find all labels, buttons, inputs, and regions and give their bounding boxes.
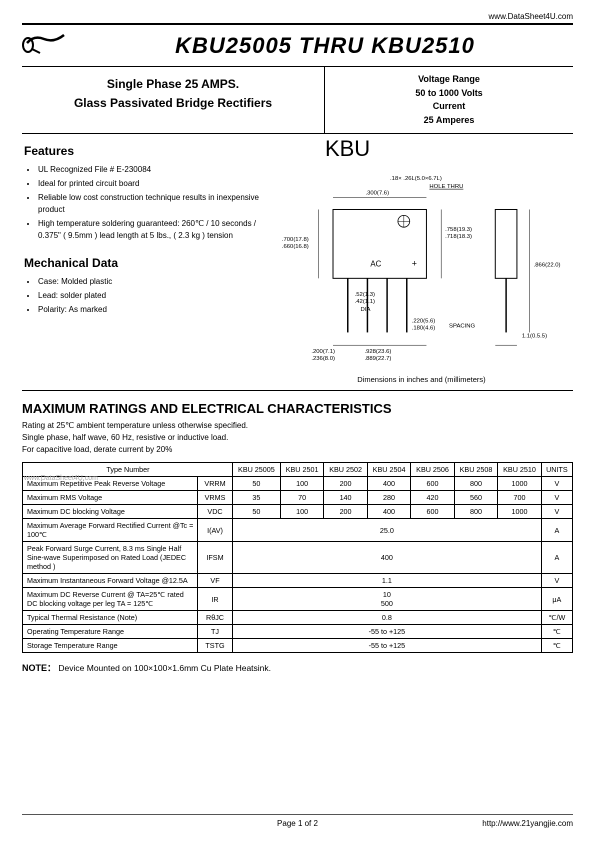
feature-item: UL Recognized File # E-230084 — [38, 164, 262, 176]
page-number: Page 1 of 2 — [22, 819, 573, 828]
logo — [22, 29, 77, 62]
feature-item: Reliable low cost construction technique… — [38, 192, 262, 216]
col-header: KBU 2510 — [498, 463, 541, 477]
mech-list: Case: Molded plastic Lead: solder plated… — [22, 276, 262, 316]
watermark: www.DataSheet4U.com — [24, 475, 98, 482]
svg-text:DIA: DIA — [360, 307, 370, 313]
spec-right: Voltage Range 50 to 1000 Volts Current 2… — [325, 67, 573, 133]
diagram-caption: Dimensions in inches and (millimeters) — [274, 375, 569, 384]
package-diagram: .18× .26L(5.0×6.7L) HOLE THRU .300(7.6) … — [274, 166, 569, 371]
ratings-title: MAXIMUM RATINGS AND ELECTRICAL CHARACTER… — [22, 401, 573, 416]
svg-text:.236(8.0): .236(8.0) — [311, 356, 335, 362]
features-column: Features UL Recognized File # E-230084 I… — [22, 134, 270, 390]
svg-text:.300(7.6): .300(7.6) — [365, 191, 389, 197]
svg-text:AC: AC — [370, 260, 381, 269]
table-row: Maximum Repetitive Peak Reverse VoltageV… — [23, 477, 573, 491]
svg-text:.889(22.7): .889(22.7) — [364, 356, 391, 362]
mech-item: Case: Molded plastic — [38, 276, 262, 288]
mech-heading: Mechanical Data — [22, 256, 262, 270]
svg-text:.200(7.1): .200(7.1) — [311, 349, 335, 355]
features-list: UL Recognized File # E-230084 Ideal for … — [22, 164, 262, 242]
ratings-notes: Rating at 25℃ ambient temperature unless… — [22, 420, 573, 456]
svg-text:SPACING: SPACING — [449, 324, 475, 330]
table-row: Operating Temperature RangeTJ-55 to +125… — [23, 625, 573, 639]
svg-text:.700(17.8): .700(17.8) — [282, 237, 309, 243]
svg-text:HOLE THRU: HOLE THRU — [429, 184, 463, 190]
mech-item: Polarity: As marked — [38, 304, 262, 316]
svg-text:.42(1.1): .42(1.1) — [355, 299, 375, 305]
table-row: Maximum DC blocking VoltageVDC5010020040… — [23, 505, 573, 519]
rating-note: For capacitive load, derate current by 2… — [22, 444, 573, 456]
col-header: KBU 25005 — [233, 463, 281, 477]
col-header: KBU 2504 — [367, 463, 410, 477]
svg-text:.718(18.3): .718(18.3) — [445, 234, 472, 240]
spec-line2: Glass Passivated Bridge Rectifiers — [22, 94, 324, 113]
units-header: UNITS — [541, 463, 572, 477]
table-row: Storage Temperature RangeTSTG-55 to +125… — [23, 639, 573, 653]
svg-text:1.1(0.5.5): 1.1(0.5.5) — [522, 333, 547, 339]
voltage-range-value: 50 to 1000 Volts — [415, 88, 482, 98]
spec-line1: Single Phase 25 AMPS. — [22, 75, 324, 94]
col-header: KBU 2501 — [280, 463, 323, 477]
mech-item: Lead: solder plated — [38, 290, 262, 302]
svg-text:.18× .26L(5.0×6.7L): .18× .26L(5.0×6.7L) — [390, 176, 442, 182]
svg-text:.660(16.8): .660(16.8) — [282, 244, 309, 250]
note: NOTE： Device Mounted on 100×100×1.6mm Cu… — [22, 661, 573, 674]
feature-item: Ideal for printed circuit board — [38, 178, 262, 190]
svg-text:.180(4.6): .180(4.6) — [412, 325, 436, 331]
title-bar: KBU25005 THRU KBU2510 — [22, 23, 573, 67]
note-text: Device Mounted on 100×100×1.6mm Cu Plate… — [58, 663, 271, 673]
table-row: Maximum DC Reverse Current @ TA=25℃ rate… — [23, 588, 573, 611]
svg-text:.866(22.0): .866(22.0) — [534, 263, 561, 269]
col-header: KBU 2506 — [411, 463, 454, 477]
col-header: KBU 2508 — [454, 463, 497, 477]
table-row: Maximum Instantaneous Forward Voltage @1… — [23, 574, 573, 588]
svg-text:.52(1.3): .52(1.3) — [355, 292, 375, 298]
svg-text:.928(23.6): .928(23.6) — [364, 349, 391, 355]
main-title: KBU25005 THRU KBU2510 — [77, 33, 573, 59]
current-label: Current — [433, 101, 466, 111]
note-label: NOTE： — [22, 663, 56, 673]
diagram-column: KBU .18× .26L(5.0×6.7L) HOLE THRU — [270, 134, 573, 390]
svg-text:.758(19.3): .758(19.3) — [445, 227, 472, 233]
spec-row: Single Phase 25 AMPS. Glass Passivated B… — [22, 67, 573, 134]
rating-note: Rating at 25℃ ambient temperature unless… — [22, 420, 573, 432]
voltage-range-label: Voltage Range — [418, 74, 480, 84]
spec-left: Single Phase 25 AMPS. Glass Passivated B… — [22, 67, 325, 133]
table-row: Maximum RMS VoltageVRMS35701402804205607… — [23, 491, 573, 505]
features-heading: Features — [22, 144, 262, 158]
table-row: Maximum Average Forward Rectified Curren… — [23, 519, 573, 542]
svg-text:+: + — [412, 259, 417, 269]
ratings-table: Type Number KBU 25005 KBU 2501 KBU 2502 … — [22, 462, 573, 653]
rating-note: Single phase, half wave, 60 Hz, resistiv… — [22, 432, 573, 444]
col-header: KBU 2502 — [324, 463, 367, 477]
svg-text:.220(5.6): .220(5.6) — [412, 319, 436, 325]
kbu-label: KBU — [325, 136, 370, 162]
feature-item: High temperature soldering guaranteed: 2… — [38, 218, 262, 242]
current-value: 25 Amperes — [424, 115, 475, 125]
main-row: Features UL Recognized File # E-230084 I… — [22, 134, 573, 391]
header-url: www.DataSheet4U.com — [22, 12, 573, 21]
footer: Page 1 of 2 http://www.21yangjie.com — [22, 814, 573, 828]
table-row: Typical Thermal Resistance (Note)RθJC0.8… — [23, 611, 573, 625]
table-row: Peak Forward Surge Current, 8.3 ms Singl… — [23, 542, 573, 574]
